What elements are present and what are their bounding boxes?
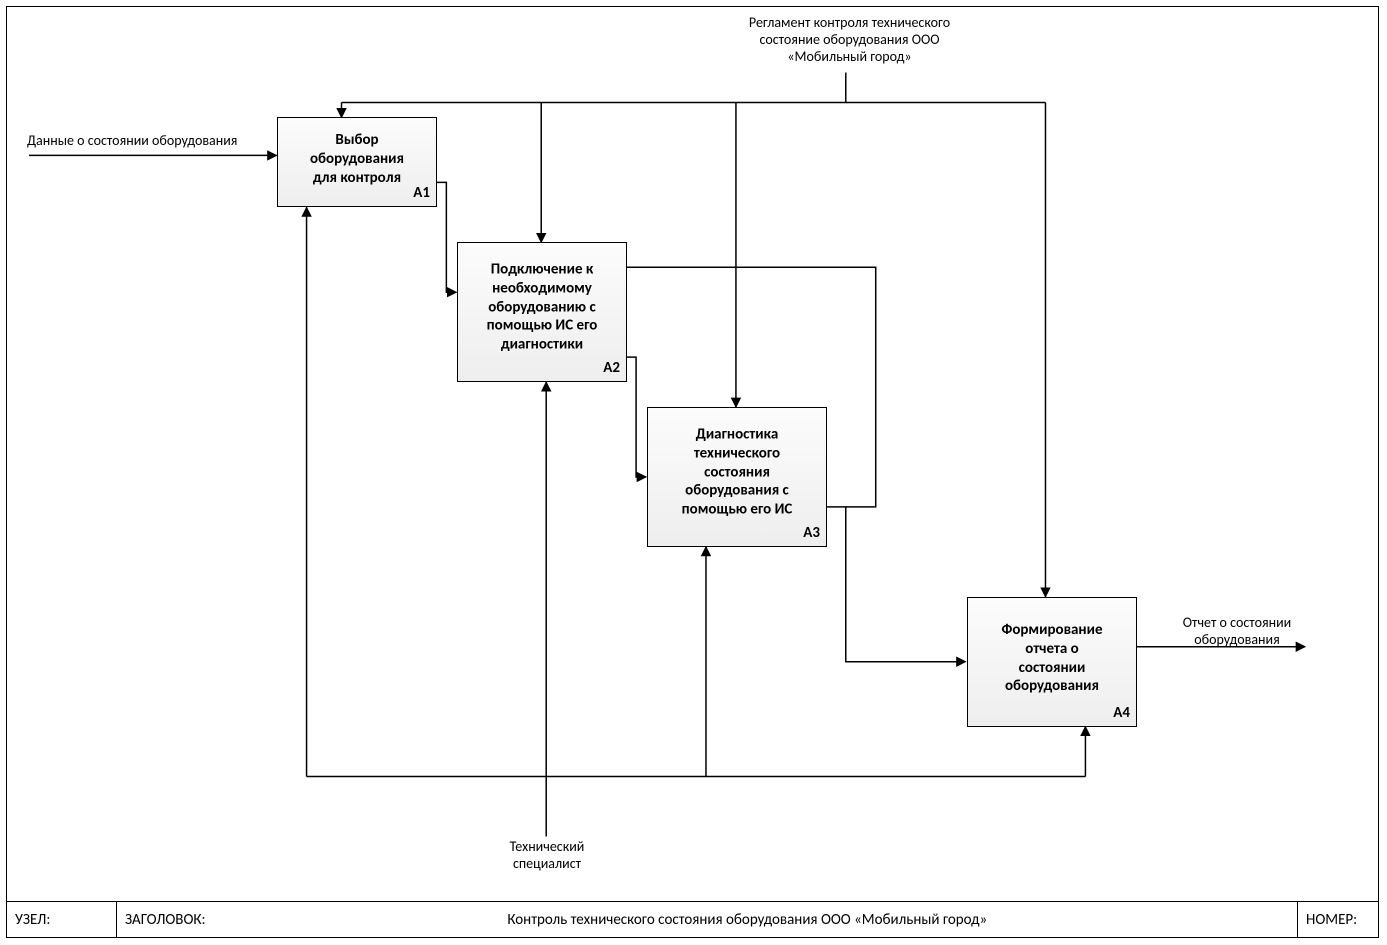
label-control: Регламент контроля технического состояни… [697,15,1002,65]
edge-a1-a2 [436,182,456,292]
footer-title-cell: ЗАГОЛОВОК: Контроль технического состоян… [117,902,1298,937]
activity-a4: Формирование отчета о состоянии оборудов… [967,597,1137,727]
footer-number-label: НОМЕР: [1306,911,1357,929]
activity-a2-title: Подключение к необходимому оборудованию … [464,260,620,354]
activity-a3-title: Диагностика технического состояния обору… [654,425,820,519]
diagram-frame: Данные о состоянии оборудования Регламен… [6,6,1379,938]
label-output: Отчет о состоянии оборудования [1157,615,1317,649]
activity-a1-title: Выбор оборудования для контроля [284,131,430,187]
diagram-canvas: Данные о состоянии оборудования Регламен… [7,7,1378,902]
activity-a2: Подключение к необходимому оборудованию … [457,242,627,382]
footer-node-cell: УЗЕЛ: [7,902,117,937]
label-mechanism: Технический специалист [477,839,617,873]
activity-a2-code: A2 [603,359,620,377]
activity-a4-code: A4 [1113,704,1130,722]
activity-a3-code: A3 [803,524,820,542]
activity-a1-code: A1 [413,184,430,202]
activity-a4-title: Формирование отчета о состоянии оборудов… [974,621,1130,696]
footer-bar: УЗЕЛ: ЗАГОЛОВОК: Контроль технического с… [7,902,1378,937]
activity-a3: Диагностика технического состояния обору… [647,407,827,547]
edge-a3-a4 [826,507,966,662]
footer-node-label: УЗЕЛ: [15,911,50,929]
footer-number-cell: НОМЕР: [1298,902,1378,937]
activity-a1: Выбор оборудования для контроля A1 [277,117,437,207]
label-input: Данные о состоянии оборудования [27,133,277,150]
edge-a2-a3 [626,357,646,477]
footer-title-value: Контроль технического состояния оборудов… [206,911,1289,929]
footer-title-label: ЗАГОЛОВОК: [125,911,206,929]
